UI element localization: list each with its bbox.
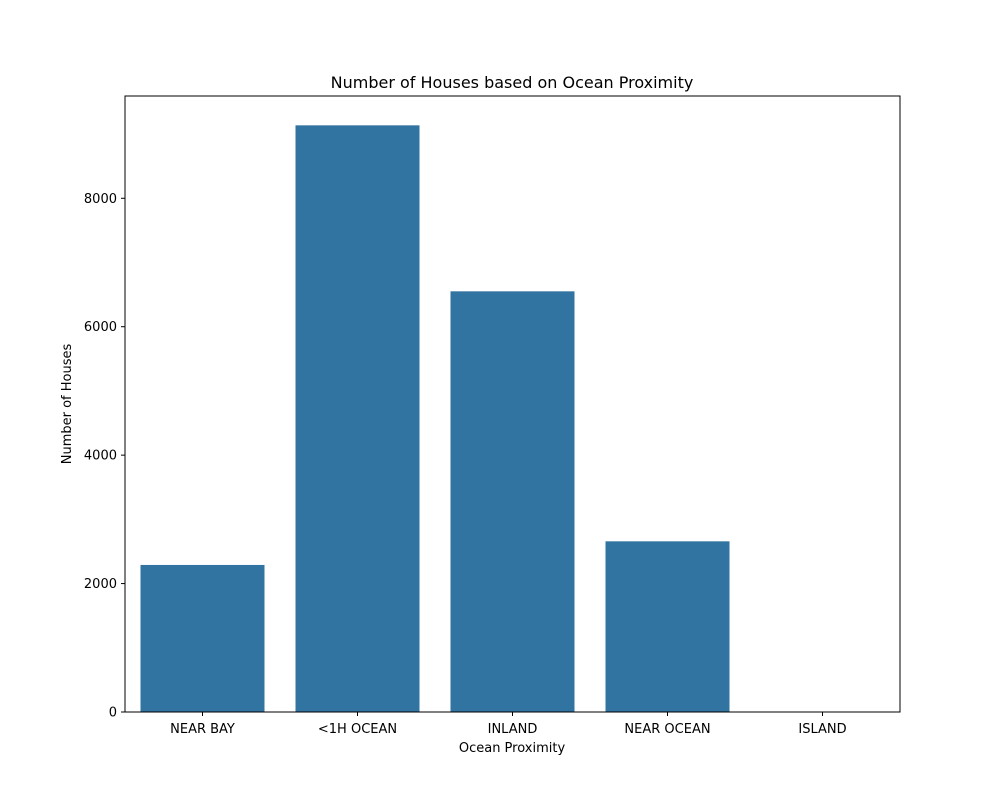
x-axis-label: Ocean Proximity <box>459 741 566 756</box>
y-tick-label-4: 8000 <box>84 192 117 207</box>
bars-group <box>140 125 885 712</box>
y-tick-label-2: 4000 <box>84 449 117 464</box>
y-axis-ticks: 0 2000 4000 6000 8000 <box>84 192 125 721</box>
x-axis-ticks: NEAR BAY <1H OCEAN INLAND NEAR OCEAN ISLAND <box>170 712 847 737</box>
bar-3 <box>605 541 730 712</box>
chart-title: Number of Houses based on Ocean Proximit… <box>331 73 694 92</box>
bar-0 <box>140 564 265 712</box>
x-tick-label-1: <1H OCEAN <box>318 722 397 737</box>
y-axis-label: Number of Houses <box>60 344 75 465</box>
x-tick-label-4: ISLAND <box>798 722 846 737</box>
bar-2 <box>450 291 575 712</box>
y-tick-label-1: 2000 <box>84 577 117 592</box>
plot-frame <box>124 95 901 713</box>
y-tick-label-3: 6000 <box>84 320 117 335</box>
x-tick-label-2: INLAND <box>488 722 538 737</box>
x-tick-label-0: NEAR BAY <box>170 722 235 737</box>
x-tick-label-3: NEAR OCEAN <box>624 722 710 737</box>
bar-1 <box>295 125 420 712</box>
y-tick-label-0: 0 <box>109 706 117 721</box>
